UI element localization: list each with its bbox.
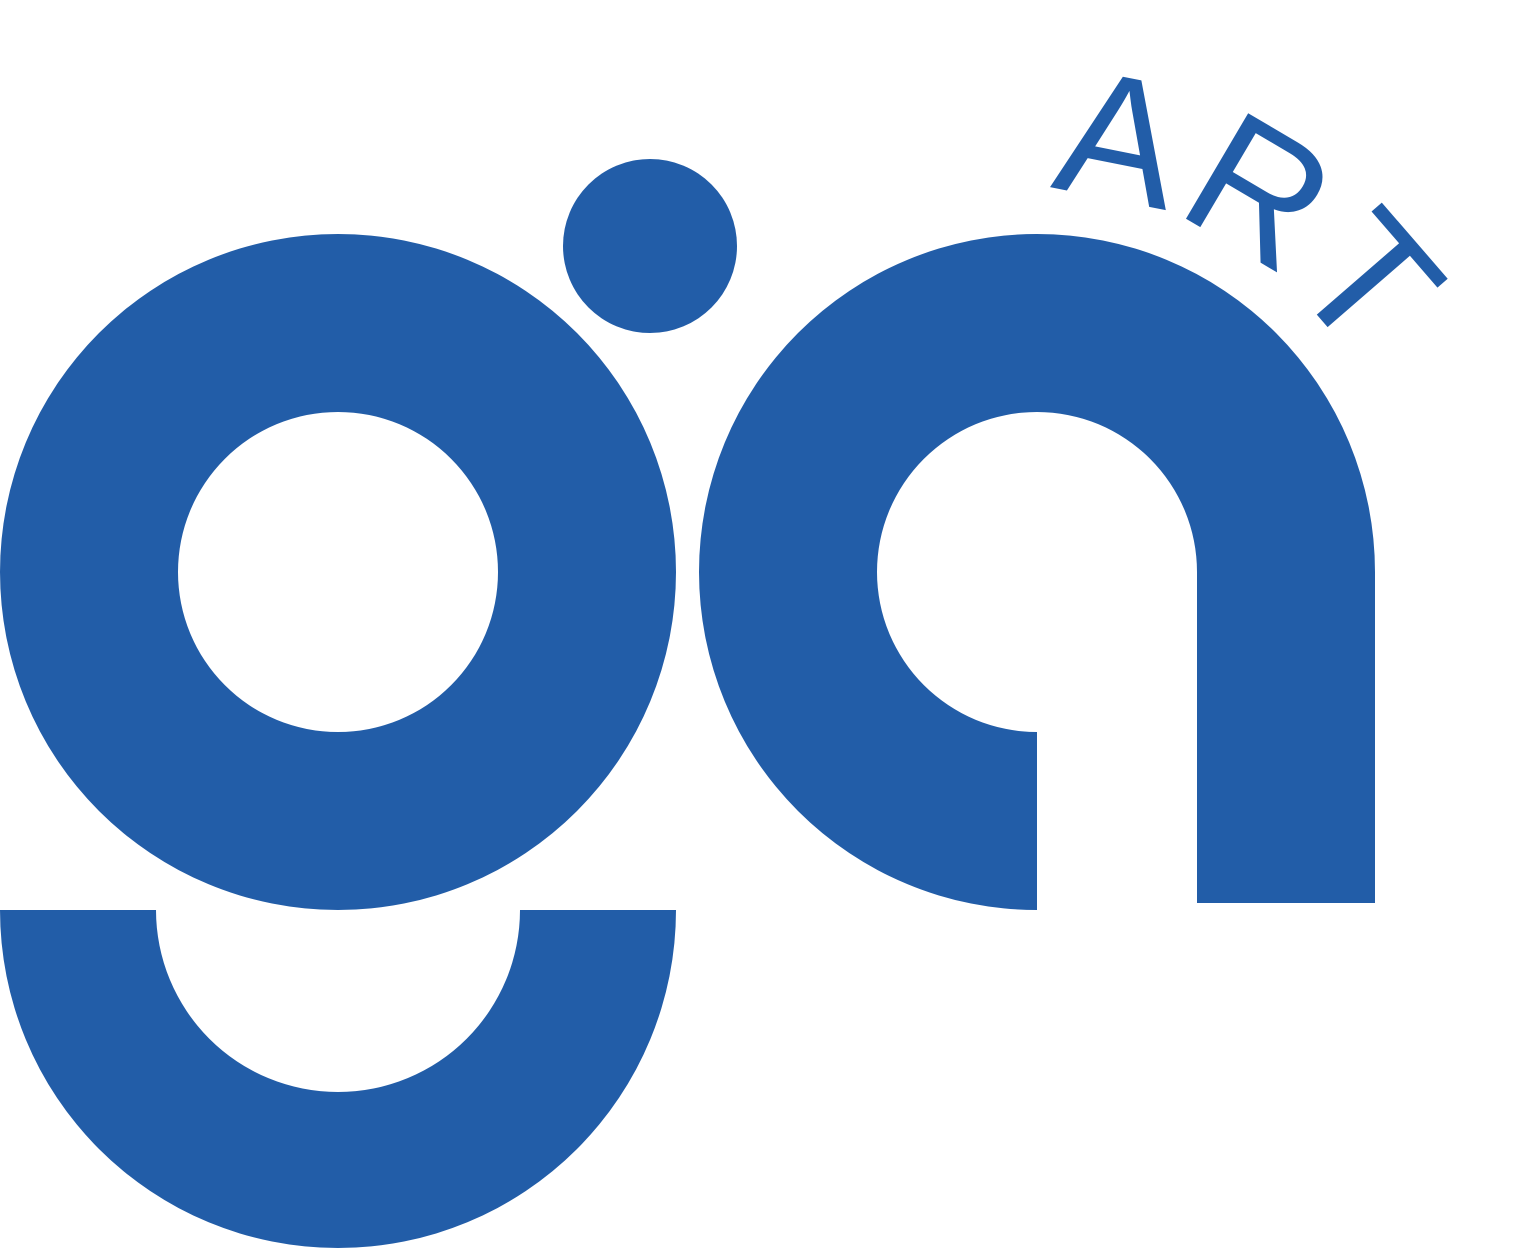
a-letter xyxy=(699,234,1375,910)
g-bowl xyxy=(0,234,676,910)
g-descender xyxy=(0,910,676,1248)
dot xyxy=(563,159,737,333)
